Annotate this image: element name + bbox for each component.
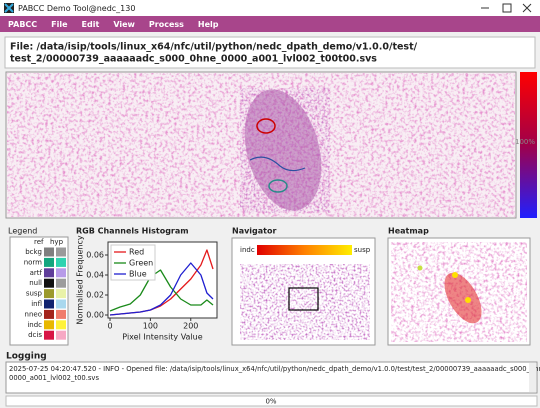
navigator-viewport[interactable] xyxy=(288,287,319,311)
legend-swatch xyxy=(56,289,66,299)
navigator-thumbnail xyxy=(240,264,370,340)
legend-swatch xyxy=(56,257,66,267)
menu-item[interactable]: PABCC xyxy=(8,20,37,29)
legend-swatch xyxy=(44,330,54,340)
x-tick-label: 0 xyxy=(107,322,112,331)
y-tick-label: 0.02 xyxy=(86,291,104,300)
legend-swatch xyxy=(44,289,54,299)
file-path: test_2/00000739_aaaaaadc_s000_0hne_0000_… xyxy=(10,54,377,65)
close-button[interactable] xyxy=(522,3,532,13)
heatmap-hotspot xyxy=(465,297,471,303)
log-scrollbar[interactable] xyxy=(529,363,536,392)
colorbar-label: 100% xyxy=(515,138,535,146)
y-axis-label: Normalised Frequency xyxy=(76,235,85,324)
legend-swatch xyxy=(44,268,54,278)
legend-swatch xyxy=(56,330,66,340)
progress-label: 0% xyxy=(265,398,276,406)
menu-item[interactable]: Process xyxy=(149,20,184,29)
legend-label: norm xyxy=(24,258,42,266)
y-tick-label: 0.04 xyxy=(86,271,104,280)
heatmap-hotspot xyxy=(452,272,458,278)
series-line xyxy=(109,262,214,316)
legend-swatch xyxy=(56,299,66,309)
legend-label: Green xyxy=(129,259,153,268)
legend-swatch xyxy=(56,309,66,319)
logging-title: Logging xyxy=(6,352,47,362)
legend-label: Red xyxy=(129,248,144,257)
log-box xyxy=(5,361,538,394)
heatmap-hotspot xyxy=(417,265,423,271)
legend-label: indc xyxy=(27,321,42,329)
series-line xyxy=(109,269,214,312)
legend-label: dcis xyxy=(28,331,42,339)
menu-item[interactable]: Help xyxy=(198,20,219,29)
legend-swatch xyxy=(56,247,66,257)
file-box xyxy=(4,36,536,69)
x-tick-label: 100 xyxy=(143,322,158,331)
legend-column: ref xyxy=(34,238,44,246)
menu-bar xyxy=(0,16,540,32)
histogram-title: RGB Channels Histogram xyxy=(76,227,189,236)
legend-label: null xyxy=(29,279,42,287)
navigator-title: Navigator xyxy=(232,227,276,236)
legend-label: Blue xyxy=(129,270,147,279)
tissue-dense xyxy=(240,88,330,213)
x-tick-label: 200 xyxy=(183,322,198,331)
legend-swatch xyxy=(56,268,66,278)
annotation xyxy=(249,156,306,172)
legend-label: susp xyxy=(26,290,43,298)
menu-item[interactable]: Edit xyxy=(82,20,100,29)
legend-swatch xyxy=(56,320,66,330)
legend-swatch xyxy=(44,257,54,267)
log-line: 0000_a001_lvl002_t00.svs xyxy=(9,374,99,382)
legend-swatch xyxy=(44,278,54,288)
navigator-high: susp xyxy=(354,246,371,254)
navigator-low: indc xyxy=(240,246,255,254)
heatmap-hotspot xyxy=(444,272,482,324)
legend-swatch xyxy=(56,278,66,288)
legend-swatch xyxy=(44,320,54,330)
legend-label: bckg xyxy=(25,248,42,256)
maximize-button[interactable] xyxy=(502,3,512,13)
x-axis-label: Pixel Intensity Value xyxy=(122,333,202,342)
title-bar xyxy=(0,0,540,16)
legend-swatch xyxy=(44,247,54,257)
progress-bar xyxy=(5,395,538,407)
file-path: File: /data/isip/tools/linux_x64/nfc/uti… xyxy=(10,42,418,53)
menu-item[interactable]: File xyxy=(51,20,68,29)
log-line: 2025-07-25 04:20:47.520 - INFO - Opened … xyxy=(9,365,540,373)
navigator-colorbar xyxy=(257,245,352,255)
legend-column: hyp xyxy=(50,238,64,246)
annotation xyxy=(256,118,276,134)
annotation xyxy=(268,179,288,193)
app-icon-mark xyxy=(4,3,14,13)
legend-title: Legend xyxy=(8,227,37,236)
legend-label: infl xyxy=(31,300,42,308)
legend-label: artf xyxy=(30,269,43,277)
y-tick-label: 0.00 xyxy=(86,311,104,320)
menu-item[interactable]: View xyxy=(113,20,135,29)
legend-label: nneo xyxy=(25,310,42,318)
y-tick-label: 0.06 xyxy=(86,251,104,260)
heatmap-title: Heatmap xyxy=(388,227,429,236)
legend-swatch xyxy=(44,309,54,319)
window-title: PABCC Demo Tool@nedc_130 xyxy=(18,4,135,13)
legend-swatch xyxy=(44,299,54,309)
colorbar xyxy=(520,72,537,218)
